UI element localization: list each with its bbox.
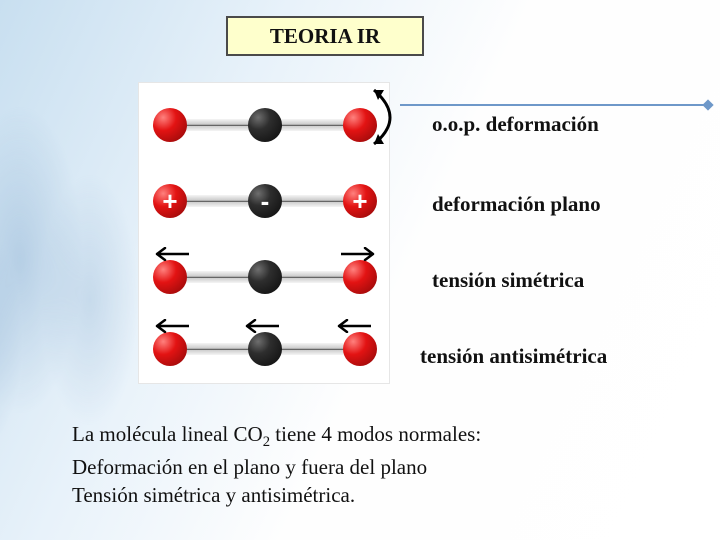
caption-1-pre: La molécula lineal CO bbox=[72, 422, 263, 446]
caption-line-1: La molécula lineal CO2 tiene 4 modos nor… bbox=[72, 420, 684, 453]
atom-carbon bbox=[248, 108, 282, 142]
atom-carbon bbox=[248, 332, 282, 366]
caption-block: La molécula lineal CO2 tiene 4 modos nor… bbox=[72, 420, 684, 510]
molecule bbox=[151, 109, 379, 141]
slide-content: TEORIA IR + - + bbox=[0, 0, 720, 540]
diagram-area: + - + bbox=[138, 82, 390, 384]
mode-row-plane: + - + bbox=[139, 163, 389, 237]
caption-1-sub: 2 bbox=[263, 434, 270, 450]
mode-label-plane: deformación plano bbox=[432, 192, 601, 217]
mode-row-antisymmetric bbox=[139, 311, 389, 385]
accent-line bbox=[400, 104, 710, 106]
motion-arrow-2 bbox=[237, 319, 279, 333]
title-text: TEORIA IR bbox=[270, 24, 380, 49]
mode-row-oop bbox=[139, 87, 389, 161]
atom-oxygen-left bbox=[153, 332, 187, 366]
atom-oxygen-right bbox=[343, 184, 377, 218]
title-box: TEORIA IR bbox=[226, 16, 424, 56]
caption-line-3: Tensión simétrica y antisimétrica. bbox=[72, 481, 684, 509]
mode-row-symmetric bbox=[139, 239, 389, 313]
atom-oxygen-left bbox=[153, 184, 187, 218]
oop-curve-arrow bbox=[354, 78, 424, 156]
mode-label-oop: o.o.p. deformación bbox=[432, 112, 599, 137]
molecule bbox=[151, 261, 379, 293]
mode-label-asym: tensión antisimétrica bbox=[420, 344, 607, 369]
atom-oxygen-left bbox=[153, 108, 187, 142]
molecule bbox=[151, 333, 379, 365]
atom-oxygen-left bbox=[153, 260, 187, 294]
atom-carbon bbox=[248, 260, 282, 294]
atom-carbon bbox=[248, 184, 282, 218]
motion-arrow-1 bbox=[147, 319, 189, 333]
caption-1-post: tiene 4 modos normales: bbox=[270, 422, 481, 446]
caption-line-2: Deformación en el plano y fuera del plan… bbox=[72, 453, 684, 481]
molecule: + - + bbox=[151, 185, 379, 217]
atom-oxygen-right bbox=[343, 260, 377, 294]
motion-arrow-3 bbox=[329, 319, 371, 333]
atom-oxygen-right bbox=[343, 332, 377, 366]
motion-arrow-right bbox=[341, 247, 383, 261]
mode-label-sym: tensión simétrica bbox=[432, 268, 584, 293]
motion-arrow-left bbox=[147, 247, 189, 261]
